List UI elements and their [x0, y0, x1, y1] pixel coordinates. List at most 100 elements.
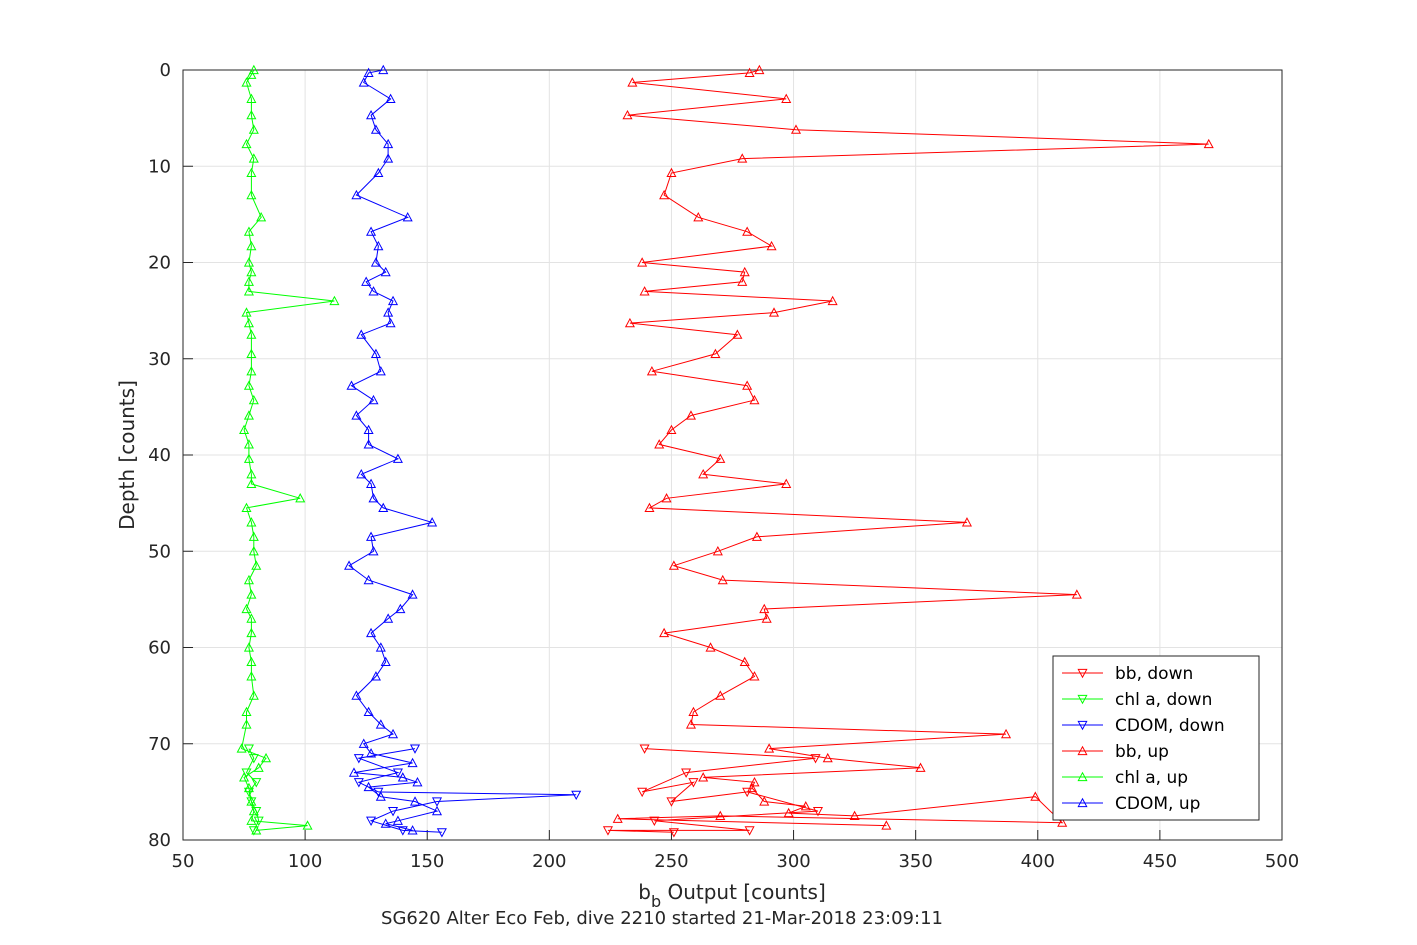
data-point	[688, 778, 699, 788]
data-point	[402, 212, 413, 222]
data-point	[366, 531, 377, 541]
data-point	[387, 807, 399, 817]
legend-marker-swatch	[1077, 797, 1088, 808]
data-point	[370, 257, 381, 267]
data-point	[329, 295, 340, 306]
series-line	[607, 748, 819, 833]
data-point	[781, 478, 792, 488]
series-bb-up	[612, 64, 1214, 830]
data-point	[1203, 138, 1214, 149]
data-point	[407, 757, 418, 768]
data-point	[246, 656, 257, 667]
data-point	[783, 807, 794, 818]
data-point	[659, 189, 670, 200]
data-point	[754, 64, 765, 75]
y-axis: 0 10 20 30 40 50 60 70 80	[148, 60, 193, 851]
data-point	[351, 690, 362, 700]
legend-marker-swatch	[1077, 694, 1088, 705]
data-point	[602, 826, 613, 836]
x-tick-label: 350	[898, 851, 932, 872]
data-point	[1071, 589, 1082, 599]
data-point	[246, 93, 257, 103]
legend-label: chl a, up	[1115, 768, 1188, 788]
data-point	[668, 828, 679, 838]
data-point	[248, 826, 259, 836]
data-point	[427, 517, 438, 527]
legend-label: CDOM, down	[1115, 716, 1225, 736]
data-point	[385, 317, 396, 328]
x-tick-label: 400	[1021, 851, 1055, 872]
data-point	[260, 752, 272, 763]
data-point	[368, 545, 379, 556]
legend: bb, down chl a, down CDOM, down bb, up chl a…	[1052, 655, 1260, 821]
data-point	[243, 317, 254, 328]
y-tick-label: 10	[148, 156, 171, 177]
data-point	[412, 776, 423, 787]
data-point	[243, 439, 254, 449]
data-point	[243, 782, 254, 793]
data-point	[810, 754, 821, 764]
data-point	[243, 642, 254, 652]
data-point	[392, 815, 403, 825]
data-point	[243, 257, 254, 267]
data-point	[668, 560, 679, 570]
data-point	[685, 410, 697, 420]
y-tick-label: 50	[148, 541, 171, 562]
data-point	[407, 825, 418, 835]
data-point	[243, 744, 254, 754]
data-point	[248, 531, 259, 541]
legend-marker-swatch	[1077, 745, 1088, 756]
x-axis-label: bb Output [counts]	[638, 880, 826, 911]
data-point	[409, 744, 421, 754]
data-point	[431, 805, 443, 816]
data-point	[915, 762, 926, 772]
data-point	[243, 286, 254, 296]
data-point	[698, 468, 709, 479]
data-point	[344, 560, 355, 570]
data-point	[246, 109, 257, 120]
data-point	[812, 807, 824, 817]
data-point	[392, 768, 403, 778]
data-point	[239, 424, 250, 435]
data-point	[375, 791, 386, 801]
series-line	[617, 69, 1209, 827]
data-point	[1057, 817, 1068, 827]
data-point	[246, 167, 257, 178]
data-point	[366, 816, 377, 827]
data-point	[243, 380, 254, 390]
figure-caption: SG620 Alter Eco Feb, dive 2210 started 2…	[381, 908, 943, 929]
data-point	[363, 67, 374, 77]
data-point	[1000, 728, 1012, 739]
data-point	[248, 64, 259, 75]
series-chl-a-up	[236, 64, 340, 835]
data-point	[248, 394, 259, 405]
data-point	[246, 329, 257, 339]
data-point	[356, 329, 367, 339]
x-tick-label: 150	[410, 851, 444, 872]
y-tick-label: 30	[148, 349, 171, 370]
data-point	[637, 257, 648, 267]
data-point	[246, 348, 257, 359]
data-point	[380, 656, 391, 667]
data-point	[688, 706, 699, 717]
legend-marker-swatch	[1077, 668, 1088, 679]
series-cdom-up	[344, 64, 443, 835]
data-point	[397, 772, 408, 782]
data-point	[241, 307, 252, 317]
data-point	[387, 295, 399, 306]
data-point	[387, 728, 399, 739]
data-point	[366, 226, 377, 236]
data-point	[241, 138, 252, 149]
legend-marker-swatch	[1077, 720, 1088, 731]
data-point	[373, 167, 384, 178]
data-point	[666, 797, 677, 807]
data-point	[358, 77, 369, 87]
data-point	[751, 531, 762, 541]
data-point	[241, 706, 252, 717]
data-point	[368, 493, 379, 503]
data-point	[383, 613, 394, 623]
data-point	[622, 109, 633, 120]
data-point	[236, 743, 247, 753]
x-tick-label: 50	[172, 851, 195, 872]
